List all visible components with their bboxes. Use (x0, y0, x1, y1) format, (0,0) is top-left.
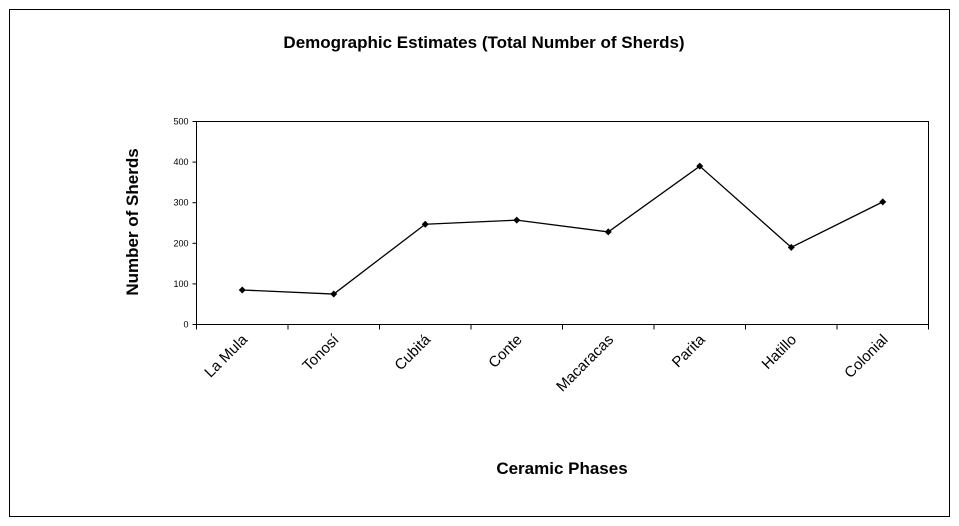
data-point (879, 198, 887, 206)
data-point (604, 228, 612, 236)
x-axis-label: Ceramic Phases (496, 459, 627, 478)
data-point (238, 286, 246, 294)
y-axis-label: Number of Sherds (123, 148, 142, 295)
data-line (242, 165, 884, 295)
chart-title: Demographic Estimates (Total Number of S… (283, 33, 684, 52)
data-point (787, 243, 795, 251)
y-tick-label: 400 (173, 157, 188, 167)
y-tick-label: 0 (183, 320, 188, 330)
y-tick-label: 100 (173, 279, 188, 289)
data-point (513, 216, 521, 224)
y-tick-label: 200 (173, 238, 188, 248)
data-point (421, 220, 429, 228)
chart-border (9, 9, 950, 517)
y-tick-label: 300 (173, 198, 188, 208)
y-tick-label: 500 (173, 117, 188, 127)
data-point (696, 162, 704, 170)
data-point (330, 290, 338, 298)
